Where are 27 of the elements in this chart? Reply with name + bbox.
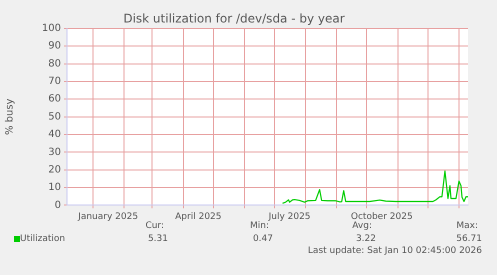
text: 56.71 [456,234,482,244]
text: Max: [456,221,478,231]
text: 0.47 [252,234,273,244]
x-tick-label: July 2025 [268,212,311,222]
chart-title: Disk utilization for /dev/sda - by year [123,11,345,26]
text: Min: [250,221,269,231]
text: Avg: [352,221,372,231]
legend-label: Utilization [20,234,66,244]
x-tick-label: October 2025 [350,212,413,222]
y-tick-label: 20 [48,164,61,176]
x-tick-label: January 2025 [77,212,138,222]
text: 5.31 [148,234,168,244]
y-tick-label: 10 [48,182,61,194]
text: Cur: [145,221,164,231]
y-tick-label: 90 [48,40,61,52]
x-tick-label: April 2025 [175,212,222,222]
y-tick-label: 60 [48,94,61,105]
y-axis-title: % busy [4,98,16,136]
y-tick-label: 80 [48,58,61,70]
y-tick-label: 0 [54,200,61,211]
text: 3.22 [356,234,376,244]
y-tick-label: 70 [48,76,61,88]
y-tick-label: 100 [42,22,61,34]
y-tick-label: 50 [48,111,61,122]
y-tick-label: 40 [48,129,61,140]
y-tick-label: 30 [48,146,61,158]
text: Last update: Sat Jan 10 02:45:00 2026 [308,246,482,256]
